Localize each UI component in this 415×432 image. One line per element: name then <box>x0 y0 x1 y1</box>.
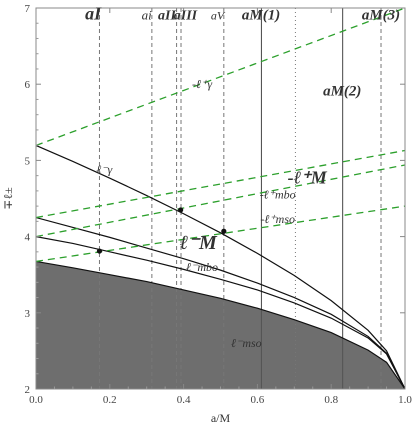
annotation-label-3: aIII <box>174 8 198 23</box>
series-line-0 <box>36 144 405 389</box>
x-tick-label-4: 0.8 <box>324 394 338 406</box>
x-axis-label: a/M <box>211 411 231 425</box>
y-tick-label-3: 5 <box>25 155 31 167</box>
x-tick-label-5: 1.0 <box>398 394 412 406</box>
annotation-label-4: aV <box>211 8 226 22</box>
x-tick-label-0: 0.0 <box>29 394 43 406</box>
annotation-label-5: aM(1) <box>242 7 280 23</box>
x-tick-label-1: 0.2 <box>103 394 117 406</box>
series-line-4 <box>36 8 405 147</box>
y-tick-label-2: 4 <box>25 232 31 244</box>
y-tick-label-1: 3 <box>25 308 31 320</box>
annotation-label-0: aI <box>85 3 102 23</box>
annotation-label-11: -ℓ⁺mbo <box>260 188 296 202</box>
annotation-label-7: aM(3) <box>362 7 400 23</box>
y-tick-label-4: 6 <box>25 79 31 91</box>
series-line-3 <box>36 216 405 389</box>
series-line-5 <box>36 164 405 238</box>
marked-point-2 <box>221 228 227 234</box>
annotation-label-6: aM(2) <box>323 84 361 100</box>
series-line-2 <box>36 260 405 389</box>
marked-point-1 <box>178 207 184 213</box>
annotation-label-10: -ℓ⁺M <box>288 167 328 187</box>
annotation-label-13: ℓ⁻M <box>180 232 218 254</box>
annotation-label-8: -ℓ⁺γ <box>192 77 212 91</box>
annotation-label-1: ai <box>142 7 153 22</box>
y-axis-label: ∓ℓ± <box>1 187 15 210</box>
x-tick-label-3: 0.6 <box>251 394 265 406</box>
shaded-region-mso <box>36 261 405 389</box>
annotation-label-15: ℓ⁻mso <box>231 336 262 350</box>
series-line-6 <box>36 149 405 219</box>
plot-area <box>36 8 405 389</box>
series-line-7 <box>36 205 405 263</box>
marked-point-0 <box>96 248 103 254</box>
annotation-label-9: ℓ⁻γ <box>96 162 112 176</box>
y-tick-label-5: 7 <box>25 3 31 15</box>
x-tick-label-2: 0.4 <box>177 394 191 406</box>
annotation-label-12: -ℓ⁺mso <box>260 212 295 226</box>
annotation-label-14: ℓ⁻mbo <box>186 260 218 274</box>
series-line-1 <box>36 236 405 389</box>
annotation-label-2: aII <box>158 8 176 23</box>
y-tick-label-0: 2 <box>25 384 31 396</box>
